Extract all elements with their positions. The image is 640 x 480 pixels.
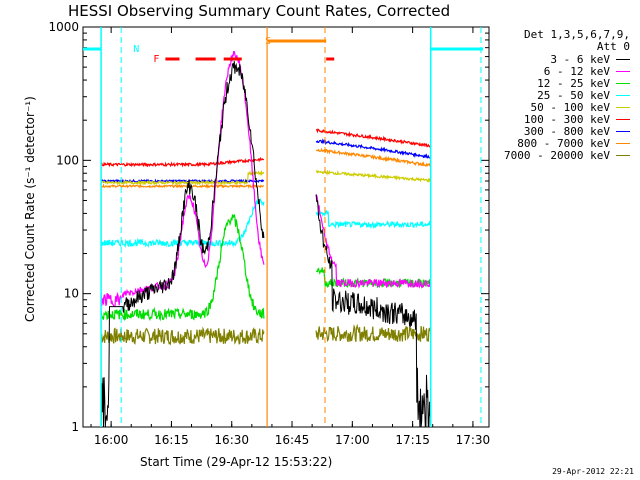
legend-item: 800 - 7000 keV [517,137,630,150]
legend-item: 7000 - 20000 keV [504,149,630,162]
legend-swatch [616,143,630,144]
series-line [100,50,265,307]
legend-item: 50 - 100 keV [531,101,630,114]
y-tick-label: 10 [64,287,79,301]
x-tick-label: 16:45 [275,433,310,447]
legend-swatch [616,83,630,84]
legend-item: 3 - 6 keV [550,53,630,66]
legend-label: 12 - 25 keV [537,77,610,90]
legend-label: 300 - 800 keV [523,125,610,138]
y-axis-label: Corrected Count Rate (s⁻¹ detector⁻¹) [23,96,37,322]
series-line [100,61,265,428]
series-line [315,138,431,159]
x-tick-label: 16:15 [154,433,189,447]
series-line [316,147,431,168]
x-tick-label: 17:30 [456,433,491,447]
series-line [315,323,431,343]
x-axis-label: Start Time (29-Apr-12 15:53:22) [140,455,333,469]
series-line [315,194,431,428]
y-tick-label: 1000 [48,20,79,34]
x-tick-label: 17:15 [395,433,430,447]
series-line [315,128,431,148]
series-line [315,194,431,289]
legend-item: 25 - 50 keV [537,89,630,102]
legend-item: 100 - 300 keV [524,113,630,126]
legend-label: 800 - 7000 keV [517,137,610,150]
y-tick-label: 1 [71,420,79,434]
legend-swatch [616,107,630,108]
legend-item: 300 - 800 keV [524,125,630,138]
series-line [100,169,265,186]
series-line [315,209,431,230]
legend-swatch [616,131,630,132]
legend-swatch [616,95,630,96]
series-line [315,169,431,184]
plot-frame [82,26,490,428]
legend-item: 12 - 25 keV [537,77,630,90]
timestamp: 29-Apr-2012 22:21 [552,467,634,476]
legend-label: 100 - 300 keV [523,113,610,126]
series-line [101,183,265,189]
series-line [100,326,265,346]
flag-label-n: N [133,44,139,55]
legend-title-line2: Att 0 [596,40,630,53]
flag-label-f: F [153,54,159,65]
legend-title-line1: Det 1,3,5,6,7,9, [524,28,630,41]
legend-label: 7000 - 20000 keV [504,149,610,162]
legend-swatch [616,59,630,60]
flag-label-s: S [265,36,271,47]
legend-swatch [616,155,630,156]
series-line [100,213,265,322]
series-line [100,156,265,168]
x-tick-label: 16:00 [94,433,129,447]
series-line [100,197,265,249]
x-tick-label: 16:30 [214,433,249,447]
x-tick-label: 17:00 [335,433,370,447]
legend-swatch [616,71,630,72]
chart-title: HESSI Observing Summary Count Rates, Cor… [68,2,451,20]
legend-swatch [616,119,630,120]
legend-item: 6 - 12 keV [544,65,630,78]
legend-label: 6 - 12 keV [543,65,610,78]
legend-label: 3 - 6 keV [550,53,610,66]
legend-label: 25 - 50 keV [537,89,610,102]
legend-label: 50 - 100 keV [530,101,610,114]
y-tick-label: 100 [56,153,79,167]
